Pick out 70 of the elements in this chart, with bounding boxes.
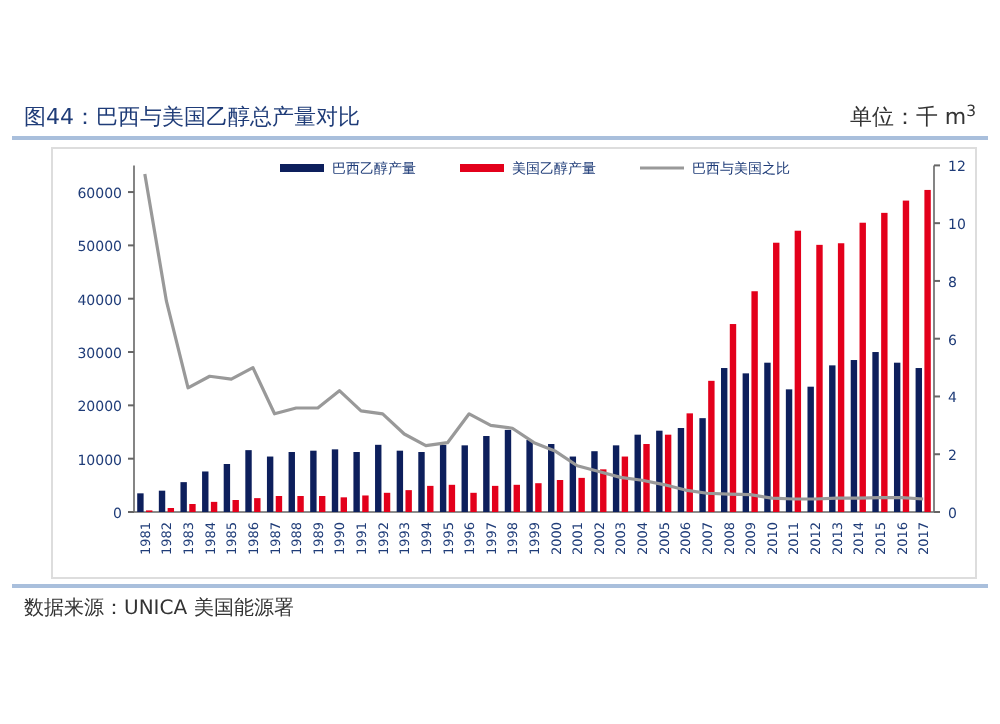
- bar: [189, 504, 196, 512]
- bar: [362, 495, 369, 512]
- bar: [677, 428, 685, 512]
- bar: [924, 189, 931, 512]
- bar: [223, 464, 231, 512]
- bar: [729, 324, 737, 512]
- bar: [556, 480, 564, 512]
- bar: [902, 200, 910, 512]
- bar: [318, 496, 326, 512]
- bar: [591, 451, 598, 512]
- bar: [643, 444, 650, 512]
- source-note: 数据来源：UNICA 美国能源署: [24, 596, 294, 620]
- bar: [785, 389, 793, 512]
- bar: [405, 490, 412, 512]
- bar: [396, 450, 404, 512]
- bar: [850, 360, 858, 512]
- bar: [137, 493, 144, 512]
- bar: [794, 230, 802, 512]
- bar: [448, 484, 456, 512]
- bar: [708, 380, 715, 512]
- bar: [513, 484, 520, 512]
- bar: [893, 362, 901, 512]
- bar: [439, 444, 447, 512]
- bar: [418, 452, 425, 512]
- bar: [837, 243, 845, 512]
- bar: [232, 500, 239, 512]
- bar: [254, 498, 261, 512]
- bar: [915, 368, 922, 512]
- bar: [656, 430, 663, 512]
- bar: [461, 445, 468, 512]
- text: 单位：千 m$^{3}$: [849, 101, 977, 130]
- bar: [297, 496, 304, 512]
- bar: [340, 497, 348, 512]
- bar: [742, 373, 750, 512]
- bar: [807, 386, 814, 512]
- line-series: [143, 172, 925, 501]
- bar: [881, 212, 888, 512]
- bar: [872, 352, 879, 512]
- bar: [686, 413, 693, 512]
- bar: [578, 477, 585, 512]
- bar: [275, 496, 283, 512]
- bar: [470, 492, 477, 512]
- chart-title: 图44：巴西与美国乙醇总产量对比: [24, 104, 360, 130]
- bar: [816, 244, 823, 512]
- bar: [612, 445, 620, 512]
- bar: [773, 242, 780, 512]
- bar: [310, 450, 317, 512]
- bar: [375, 444, 382, 512]
- bar: [535, 483, 542, 512]
- bar: [383, 492, 391, 512]
- bar: [859, 222, 866, 512]
- bar: [266, 456, 274, 512]
- bar: [210, 501, 218, 512]
- bar: [699, 418, 706, 512]
- bar: [720, 368, 728, 512]
- bar: [158, 490, 166, 512]
- bar: [202, 471, 209, 512]
- bar: [504, 429, 512, 512]
- bar: [526, 440, 533, 512]
- bar: [245, 450, 252, 512]
- bar: [829, 365, 836, 512]
- bar: [331, 449, 339, 512]
- bar: [483, 436, 490, 512]
- bar: [491, 485, 499, 512]
- bar: [764, 362, 771, 512]
- bar: [427, 485, 434, 512]
- bar: [180, 482, 187, 512]
- bar: [751, 291, 758, 512]
- bar: [353, 452, 360, 512]
- bar: [288, 452, 295, 512]
